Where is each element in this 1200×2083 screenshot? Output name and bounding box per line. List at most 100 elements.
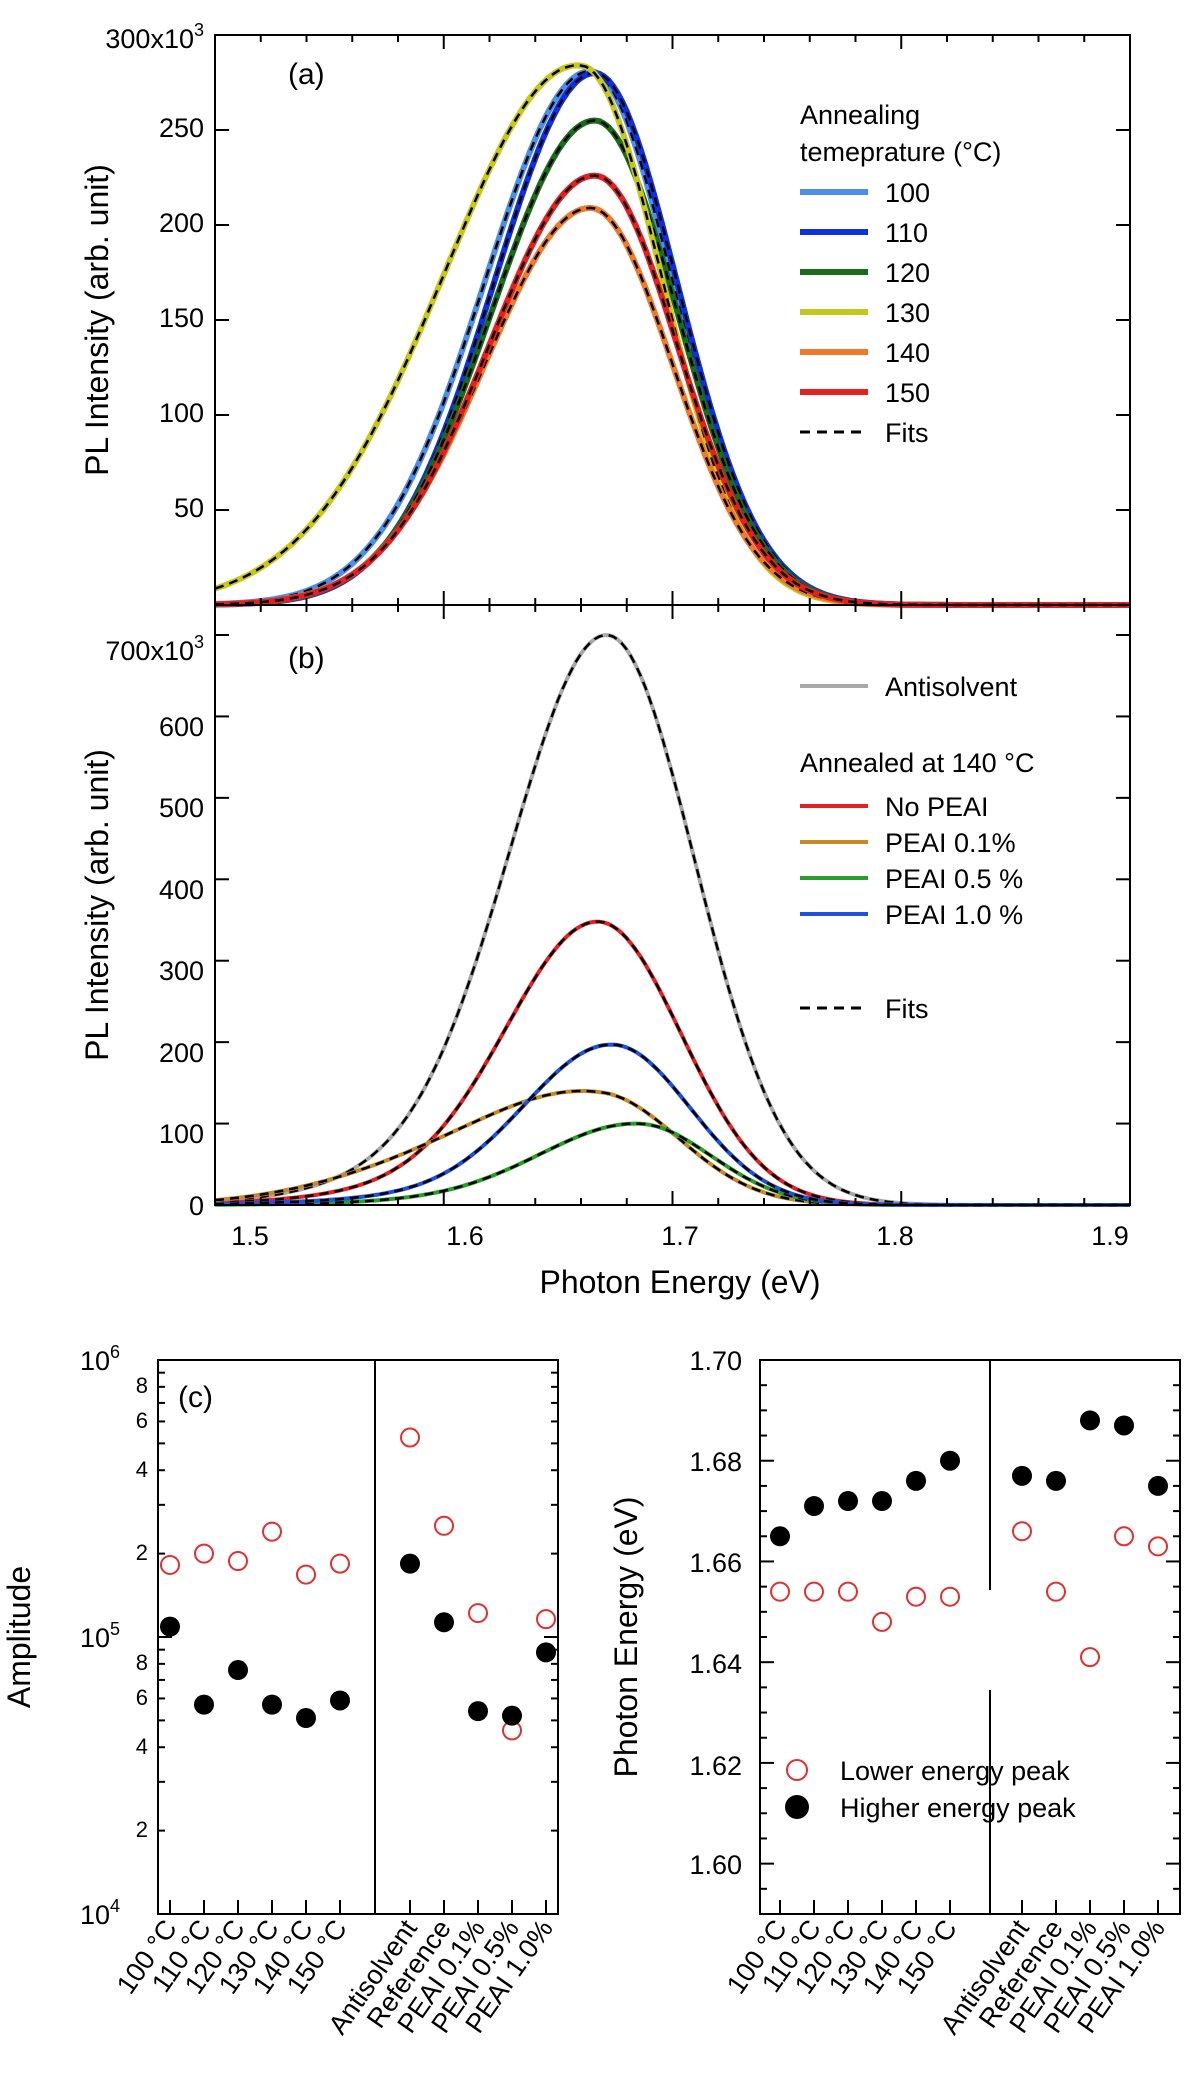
panel-a-ytick-top: 300x103: [105, 20, 204, 54]
panel-b-ytick-400: 400: [159, 875, 204, 905]
panel-a-ytick-50: 50: [174, 493, 204, 523]
panel-c-points: [160, 1427, 556, 1741]
panel-a-ytick-100: 100: [159, 398, 204, 428]
panel-a-legend-label-100: 100: [885, 178, 930, 208]
panel-b-xtick-1.5: 1.5: [231, 1221, 269, 1251]
panel-c-lower-peak-120-c: [228, 1551, 248, 1572]
panel-b-xlabel: Photon Energy (eV): [539, 1264, 820, 1300]
panel-a-ytick-150: 150: [159, 303, 204, 333]
panel-c-lower-peak-130-c: [262, 1521, 282, 1542]
panel-c-label: (c): [178, 1381, 213, 1414]
panel-a-curve-150: [214, 172, 1130, 608]
panel-a-fit-150: [214, 174, 1130, 607]
panel-d-higher-peak-peai-0-1: [1080, 1410, 1100, 1431]
panel-c-lower-peak-antisolvent: [400, 1427, 420, 1448]
panel-d-ytick-1.66: 1.66: [689, 1548, 742, 1578]
panel-b-xtick-1.9: 1.9: [1091, 1221, 1129, 1251]
panel-a-fit-130: [214, 64, 1130, 607]
panel-a-legend-label-150: 150: [885, 378, 930, 408]
panel-a-legend-label-fits: Fits: [885, 418, 929, 448]
panel-d-lower-peak-antisolvent: [1012, 1521, 1032, 1542]
panel-c-higher-peak-peai-0-1: [468, 1701, 488, 1722]
panel-b-ytick-600: 600: [159, 712, 204, 742]
panel-a-legend: 100 110 120 130 140 150 Fits: [800, 178, 930, 448]
panel-b-curve-peai-1-0: [214, 1042, 1130, 1207]
panel-b-ytick-top: 700x103: [105, 632, 204, 666]
panel-c-minor-8e4: 8: [136, 1650, 148, 1675]
panel-d-higher-peak-peai-0-5: [1114, 1415, 1134, 1436]
panel-c-ytick-1e5: 105: [80, 1619, 120, 1653]
panel-a-legend-title-2: temeprature (°C): [800, 137, 1001, 167]
panel-c-minor-2e4: 2: [136, 1817, 148, 1842]
panel-d-higher-peak-reference: [1046, 1470, 1066, 1491]
panel-b-legend-label-peai-0-5: PEAI 0.5 %: [885, 864, 1023, 894]
panel-d-higher-peak-100-c: [770, 1526, 790, 1547]
panel-c-higher-peak-140-c: [296, 1708, 316, 1729]
panel-c-ticks: [158, 1371, 558, 1915]
panel-d-lower-peak-peai-0-5: [1114, 1526, 1134, 1547]
panel-c-minor-6e4: 6: [136, 1685, 148, 1710]
panel-c-lower-peak-150-c: [330, 1553, 350, 1574]
panel-a-ytick-200: 200: [159, 208, 204, 238]
panel-a-fit-100: [214, 69, 1130, 607]
panel-b-ytick-0: 0: [189, 1191, 204, 1221]
panel-c-minor-8e5: 8: [136, 1373, 148, 1398]
panel-c-lower-peak-140-c: [296, 1564, 316, 1585]
panel-a-curves: [214, 62, 1130, 608]
panel-a-ticks: [214, 34, 1131, 605]
panel-c-ytick-1e6: 106: [80, 1342, 120, 1376]
panel-d-ticks: [760, 1359, 1180, 1915]
panel-d-ytick-1.62: 1.62: [689, 1751, 742, 1781]
panel-b-legend-label-antisolvent: Antisolvent: [885, 672, 1018, 702]
panel-d-ytick-1.70: 1.70: [689, 1346, 742, 1376]
panel-d-legend-lower: Lower energy peak: [840, 1756, 1070, 1786]
panel-b-xtick-1.8: 1.8: [876, 1221, 914, 1251]
panel-c-higher-peak-120-c: [228, 1660, 248, 1681]
panel-d-higher-peak-peai-1-0: [1148, 1475, 1168, 1496]
panel-d-lower-peak-110-c: [804, 1581, 824, 1602]
panel-d-higher-peak-130-c: [872, 1491, 892, 1512]
panel-b-ytick-100: 100: [159, 1119, 204, 1149]
panel-c-higher-peak-130-c: [262, 1694, 282, 1715]
panel-d-lower-peak-100-c: [770, 1581, 790, 1602]
panel-d-scatter-energy: 1.60 1.62 1.64 1.66 1.68 1.70 Photon Ene…: [608, 1346, 1181, 2040]
panel-a-ylabel: PL Intensity (arb. unit): [79, 164, 115, 476]
panel-c-higher-peak-150-c: [330, 1690, 350, 1711]
panel-d-legend-filled-marker: [785, 1795, 809, 1819]
panel-c-minor-6e5: 6: [136, 1408, 148, 1433]
panel-b-ytick-500: 500: [159, 793, 204, 823]
panel-b-legend-label-fits: Fits: [885, 994, 929, 1024]
panel-d-lower-peak-120-c: [838, 1581, 858, 1602]
panel-b-legend-label-peai-0-1: PEAI 0.1%: [885, 828, 1016, 858]
panel-b-xtick-1.6: 1.6: [446, 1221, 484, 1251]
panel-b-line-chart: 700x103 600 500 400 300 200 100 0 PL Int…: [79, 604, 1131, 1300]
panel-c-lower-peak-100-c: [160, 1554, 180, 1575]
panel-c-lower-peak-peai-0-1: [468, 1603, 488, 1624]
panel-c-higher-peak-antisolvent: [400, 1553, 420, 1574]
panel-b-ytick-300: 300: [159, 956, 204, 986]
panel-d-lower-peak-130-c: [872, 1611, 892, 1632]
panel-d-ylabel: Photon Energy (eV): [608, 1496, 644, 1777]
panel-c-higher-peak-reference: [434, 1612, 454, 1633]
panel-b-legend-label-peai-1-0: PEAI 1.0 %: [885, 900, 1023, 930]
panel-c-lower-peak-110-c: [194, 1543, 214, 1564]
panel-b-ytick-200: 200: [159, 1038, 204, 1068]
panel-c-higher-peak-100-c: [160, 1616, 180, 1637]
panel-b-ylabel: PL Intensity (arb. unit): [79, 749, 115, 1061]
panel-d-lower-peak-reference: [1046, 1581, 1066, 1602]
panel-c-higher-peak-peai-1-0: [536, 1642, 556, 1663]
panel-b-legend-label-no-peai: No PEAI: [885, 792, 989, 822]
panel-c-scatter-amplitude: 104 105 106 2 4 6 8 2 4 6 8 Amplitude (c…: [1, 1342, 559, 2040]
panel-b-xtick-1.7: 1.7: [661, 1221, 699, 1251]
panel-c-lower-peak-reference: [434, 1515, 454, 1536]
panel-d-ytick-1.68: 1.68: [689, 1447, 742, 1477]
panel-b-fit-peai-1-0: [214, 1043, 1130, 1207]
panel-d-ytick-1.60: 1.60: [689, 1850, 742, 1880]
panel-c-higher-peak-110-c: [194, 1694, 214, 1715]
panel-a-legend-title: Annealing: [800, 100, 920, 130]
panel-d-legend-open-marker: [786, 1759, 808, 1781]
panel-d-lower-peak-peai-0-1: [1080, 1647, 1100, 1668]
panel-d-higher-peak-150-c: [940, 1450, 960, 1471]
